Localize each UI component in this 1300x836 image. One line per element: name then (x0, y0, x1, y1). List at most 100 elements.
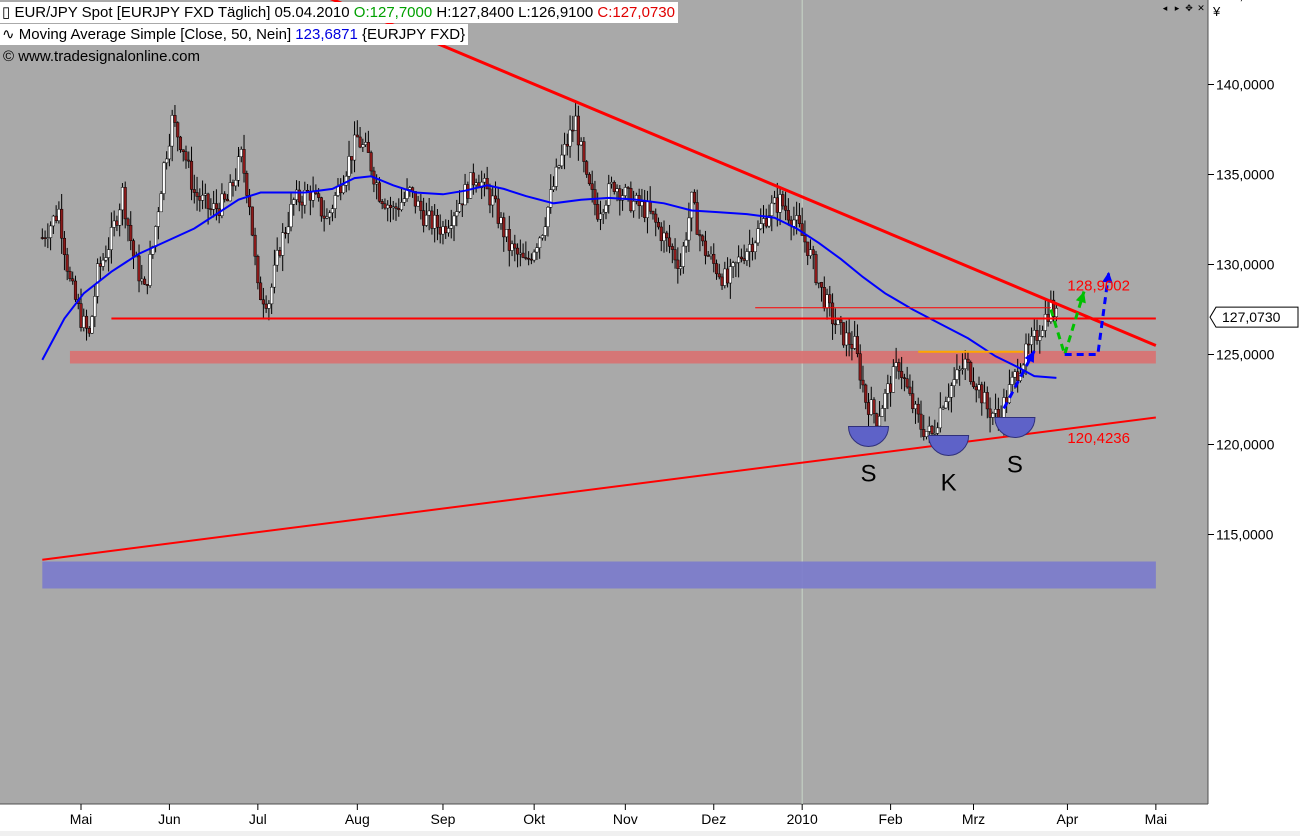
candle-body (836, 319, 840, 325)
candle-body (966, 358, 970, 363)
candle-body (388, 204, 393, 209)
candle-body (496, 198, 500, 224)
x-tick-label: Jun (158, 811, 181, 827)
scroll-right-icon[interactable]: ▸ (1174, 3, 1180, 13)
candle-body (455, 211, 459, 217)
candle-body (435, 214, 439, 228)
candle-body (87, 328, 91, 334)
candle-body (720, 276, 724, 286)
candle-body (375, 182, 379, 185)
candle-body (57, 208, 61, 221)
candle-body (518, 252, 522, 255)
candle-body (239, 149, 243, 157)
candle-body (1054, 308, 1058, 318)
candle-body (126, 218, 130, 226)
candle-body (471, 172, 475, 186)
candle-body (618, 188, 622, 201)
candle-body (79, 303, 83, 328)
candle-body (308, 191, 312, 201)
candle-body (640, 201, 644, 207)
candle-body (283, 232, 288, 234)
candle-body (402, 198, 406, 203)
price-annotation: 128,9002 (1067, 277, 1130, 294)
candle-body (1035, 330, 1039, 341)
x-tick-label: Feb (879, 811, 903, 827)
support-zone (42, 561, 1156, 589)
candle-body (811, 249, 815, 255)
pattern-markers: S KS (847, 417, 1036, 497)
candle-body (322, 215, 326, 219)
move-icon[interactable]: ✥ (1185, 3, 1193, 13)
candle-body (922, 429, 926, 437)
x-tick-label: Okt (523, 811, 545, 827)
candle-body (853, 336, 857, 349)
scroll-left-icon[interactable]: ◂ (1162, 3, 1168, 13)
forecast-arrow-green (1049, 291, 1086, 360)
candle-body (214, 203, 218, 209)
x-tick-label: Nov (613, 811, 638, 827)
candle-body (712, 253, 716, 264)
candle-body (543, 226, 547, 236)
candle-body (529, 258, 533, 261)
candle-body (797, 215, 801, 224)
candle-body (648, 200, 652, 212)
candle-body (449, 225, 453, 229)
candle-body (598, 213, 603, 220)
candle-body (43, 237, 47, 239)
candle-body (300, 201, 304, 206)
candle-body (609, 182, 614, 185)
candle-body (601, 211, 605, 215)
candle-body (466, 184, 470, 199)
candle-body (971, 381, 976, 387)
candle-body (883, 393, 887, 409)
candle-body (858, 353, 862, 381)
candle-body (527, 258, 531, 260)
candle-body (576, 115, 580, 146)
last-price-label: 127,0730 (1222, 309, 1281, 325)
scale-icon[interactable]: ¥ (1213, 4, 1221, 19)
candle-body (877, 416, 882, 427)
candle-body (714, 263, 719, 275)
candle-body (189, 160, 194, 190)
candle-body (913, 403, 918, 410)
candle-body (980, 384, 984, 404)
candle-body (131, 240, 136, 257)
candle-body (574, 115, 578, 131)
last-price-tag (1209, 306, 1299, 328)
candle-body (201, 195, 205, 201)
header-low: L:126,9100 (518, 4, 594, 21)
candle-body (51, 215, 55, 227)
candle-body (62, 237, 66, 255)
candle-body (333, 195, 337, 209)
candle-body (778, 194, 782, 213)
trendline-resistance (329, 0, 1157, 347)
candle-body (231, 182, 235, 187)
candle-body (977, 384, 981, 391)
candle-body (908, 386, 912, 394)
candle-body (452, 215, 456, 226)
close-icon[interactable]: ✕ (1197, 3, 1205, 13)
candle-body (919, 413, 923, 430)
candle-body (900, 370, 904, 378)
candle-body (203, 193, 207, 196)
candle-body (955, 369, 959, 380)
candle-body (328, 212, 332, 218)
candle-body (847, 332, 851, 345)
candle-body (684, 239, 688, 247)
candle-body (784, 205, 788, 211)
candle-body (532, 251, 536, 261)
pattern-marker-label: S (1007, 452, 1023, 479)
candle-body (781, 194, 785, 207)
candle-body (84, 315, 89, 329)
candle-body (391, 206, 395, 209)
candle-body (593, 189, 597, 205)
candle-body (118, 209, 122, 226)
candle-body (615, 188, 619, 192)
candle-body (330, 208, 334, 214)
candle-body (800, 223, 804, 236)
candle-body (176, 122, 180, 138)
candle-body (756, 228, 760, 244)
candle-body (485, 178, 489, 190)
candle-body (225, 198, 229, 202)
